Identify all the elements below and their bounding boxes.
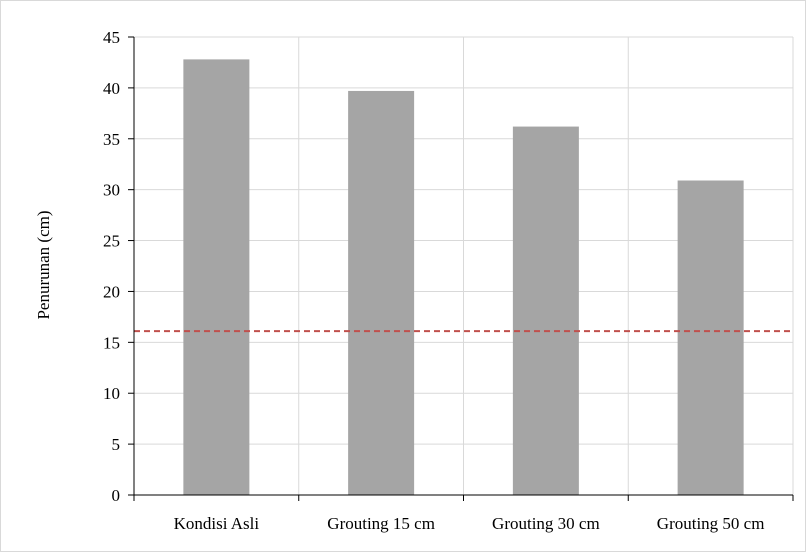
x-tick-label: Grouting 30 cm	[492, 514, 600, 533]
bar	[348, 90, 415, 495]
y-tick-label: 20	[103, 282, 120, 301]
bar	[512, 126, 579, 495]
y-axis-title: Penurunan (cm)	[34, 210, 53, 319]
y-tick-label: 35	[103, 130, 120, 149]
y-tick-label: 10	[103, 384, 120, 403]
bar	[183, 59, 250, 495]
y-tick-label: 45	[103, 28, 120, 47]
y-tick-label: 30	[103, 181, 120, 200]
y-tick-label: 5	[112, 435, 121, 454]
bars	[183, 59, 744, 496]
bar	[677, 180, 744, 496]
y-tick-label: 15	[103, 333, 120, 352]
x-tick-label: Kondisi Asli	[174, 514, 260, 533]
y-tick-label: 40	[103, 79, 120, 98]
y-tick-labels: 0 5 10 15 20 25 30 35 40 45	[103, 28, 120, 505]
x-tick-label: Grouting 15 cm	[327, 514, 435, 533]
x-tick-label: Grouting 50 cm	[657, 514, 765, 533]
axes	[128, 36, 794, 501]
y-tick-label: 0	[112, 486, 121, 505]
x-tick-labels: Kondisi Asli Grouting 15 cm Grouting 30 cm…	[174, 514, 765, 533]
y-tick-label: 25	[103, 232, 120, 251]
